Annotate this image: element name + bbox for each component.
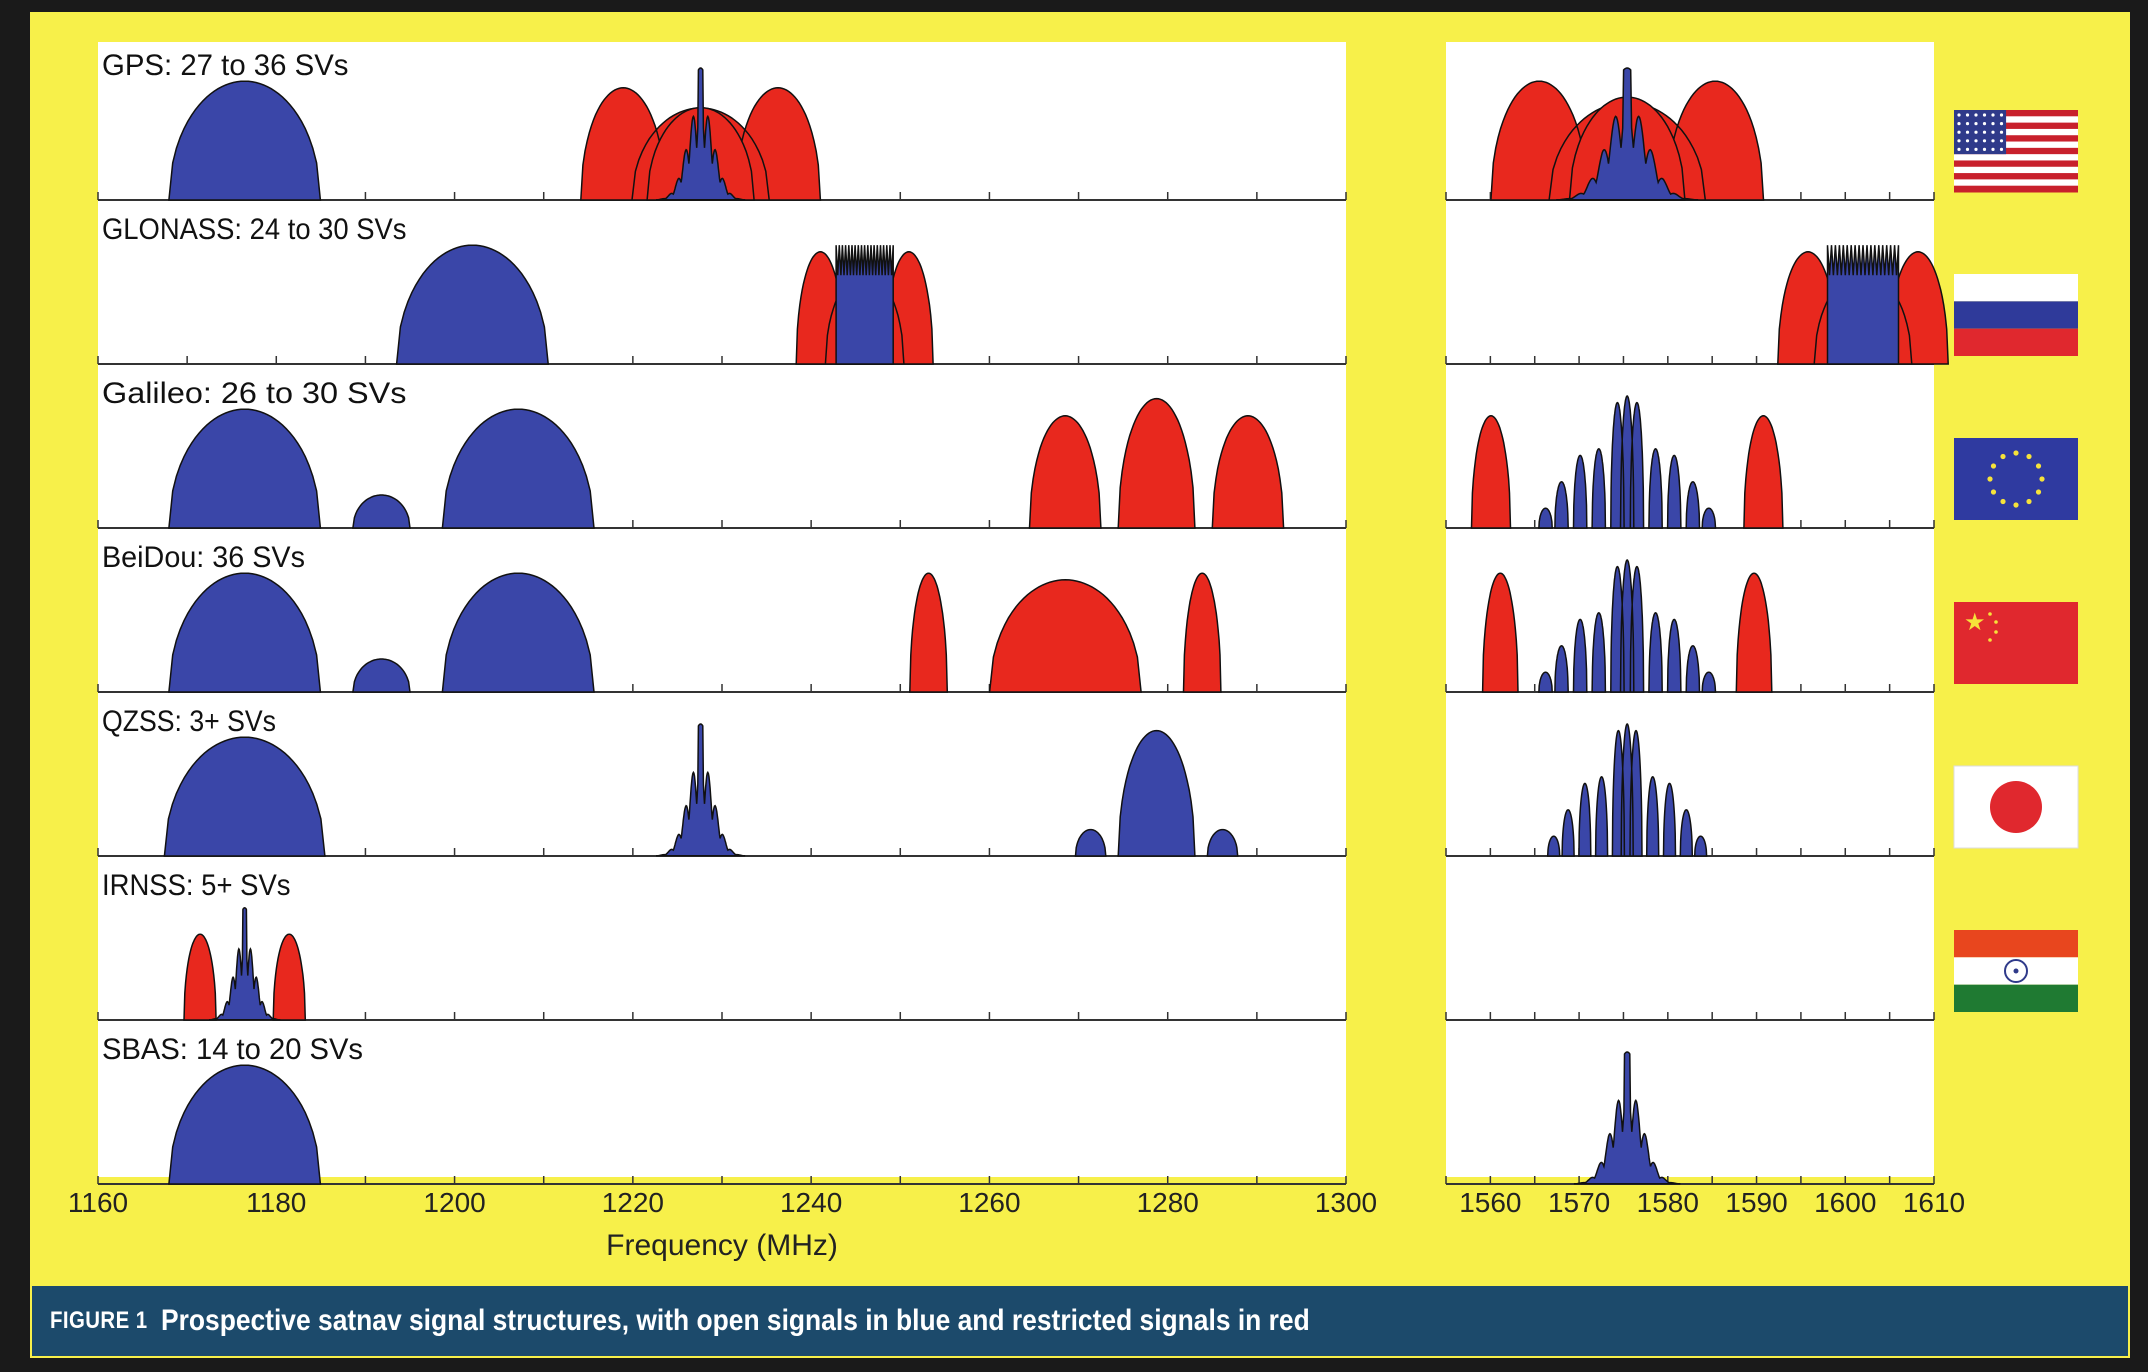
right-plot-area [1446, 42, 1934, 1177]
signal-open-flat [1826, 245, 1900, 365]
left-tick-label: 1240 [780, 1187, 842, 1218]
right-tick-label: 1600 [1814, 1187, 1876, 1218]
left-tick-label: 1280 [1137, 1187, 1199, 1218]
signal-open-spike [209, 907, 281, 1021]
signal-restricted-twin [909, 572, 1222, 693]
panel-label: SBAS: 14 to 20 SVs [102, 1033, 363, 1066]
signal-open-hump [352, 494, 411, 529]
panel-beidou: BeiDou: 36 SVs [97, 541, 1935, 693]
signal-open-hump [168, 80, 322, 201]
signal-open-hump [395, 244, 550, 365]
flag-russia [1954, 274, 2078, 356]
panel-irnss: IRNSS: 5+ SVs [97, 869, 1935, 1021]
left-tick-label: 1260 [958, 1187, 1020, 1218]
signal-open-spike [656, 67, 746, 201]
figure-caption: Prospective satnav signal structures, wi… [160, 1304, 1310, 1337]
right-tick-label: 1560 [1459, 1187, 1521, 1218]
signal-restricted-hump [1028, 415, 1102, 529]
signal-open-hump [168, 1064, 322, 1185]
right-tick-label: 1610 [1903, 1187, 1965, 1218]
left-tick-label: 1300 [1315, 1187, 1377, 1218]
panel-label: GPS: 27 to 36 SVs [102, 49, 349, 82]
panel-label: BeiDou: 36 SVs [102, 541, 305, 574]
flag-european-union [1954, 438, 2078, 520]
signal-open-hump [1117, 729, 1196, 857]
caption-bar: FIGURE 1 Prospective satnav signal struc… [32, 1286, 2128, 1356]
panel-qzss: QZSS: 3+ SVs [97, 705, 1935, 857]
flag-united-states [1954, 110, 2078, 193]
right-tick-label: 1570 [1548, 1187, 1610, 1218]
flag-japan [1953, 765, 2079, 849]
flags-layer: ★ [1953, 110, 2079, 1012]
left-plot-area [98, 42, 1346, 1177]
signal-open-hump [441, 572, 595, 693]
panels-layer: GPS: 27 to 36 SVs GLONASS: 24 to 30 SVs Ga… [97, 49, 1949, 1185]
left-tick-label: 1180 [246, 1187, 306, 1218]
signal-open-spike [656, 723, 746, 857]
signal-open-twin [1074, 828, 1239, 857]
signal-restricted-twin [1470, 415, 1784, 529]
flag-india [1954, 930, 2078, 1012]
x-axis-label: Frequency (MHz) [606, 1229, 838, 1262]
x-axis: 1160 1180 1200 1220 1240 1260 1280 1300 1560 1570… [68, 1187, 1965, 1218]
signal-restricted-twin [1481, 572, 1773, 693]
signal-open-hump [352, 658, 411, 693]
signal-open-spike [1573, 1051, 1681, 1185]
signal-restricted-hump [1211, 415, 1285, 529]
signal-restricted-hump [988, 579, 1142, 693]
panel-label: IRNSS: 5+ SVs [102, 869, 291, 902]
panel-sbas: SBAS: 14 to 20 SVs [97, 1033, 1935, 1185]
signal-open-multi [1538, 559, 1717, 693]
right-tick-label: 1580 [1637, 1187, 1699, 1218]
panel-galileo: Galileo: 26 to 30 SVs [97, 377, 1935, 529]
panel-glonass: GLONASS: 24 to 30 SVs [97, 213, 1949, 365]
signal-restricted-twin [183, 933, 307, 1021]
panel-label: Galileo: 26 to 30 SVs [102, 377, 407, 410]
svg-text:★: ★ [1964, 608, 1986, 636]
signal-open-hump [441, 408, 595, 529]
left-tick-label: 1200 [423, 1187, 485, 1218]
panel-label: GLONASS: 24 to 30 SVs [102, 213, 407, 246]
signal-open-hump [168, 408, 322, 529]
signal-open-multi [1538, 395, 1717, 529]
signal-open-hump [168, 572, 322, 693]
signal-open-flat [835, 245, 894, 365]
panel-label: QZSS: 3+ SVs [102, 705, 276, 738]
right-tick-label: 1590 [1725, 1187, 1787, 1218]
signal-restricted-hump [1117, 397, 1196, 529]
signal-open-multi [1546, 723, 1708, 857]
signal-open-spike [1556, 67, 1699, 201]
figure-number: FIGURE 1 [50, 1307, 148, 1334]
left-tick-label: 1220 [602, 1187, 664, 1218]
left-tick-label: 1160 [68, 1187, 128, 1218]
panel-gps: GPS: 27 to 36 SVs [97, 49, 1935, 201]
flag-china: ★ [1954, 602, 2078, 684]
signal-open-hump [163, 736, 326, 857]
